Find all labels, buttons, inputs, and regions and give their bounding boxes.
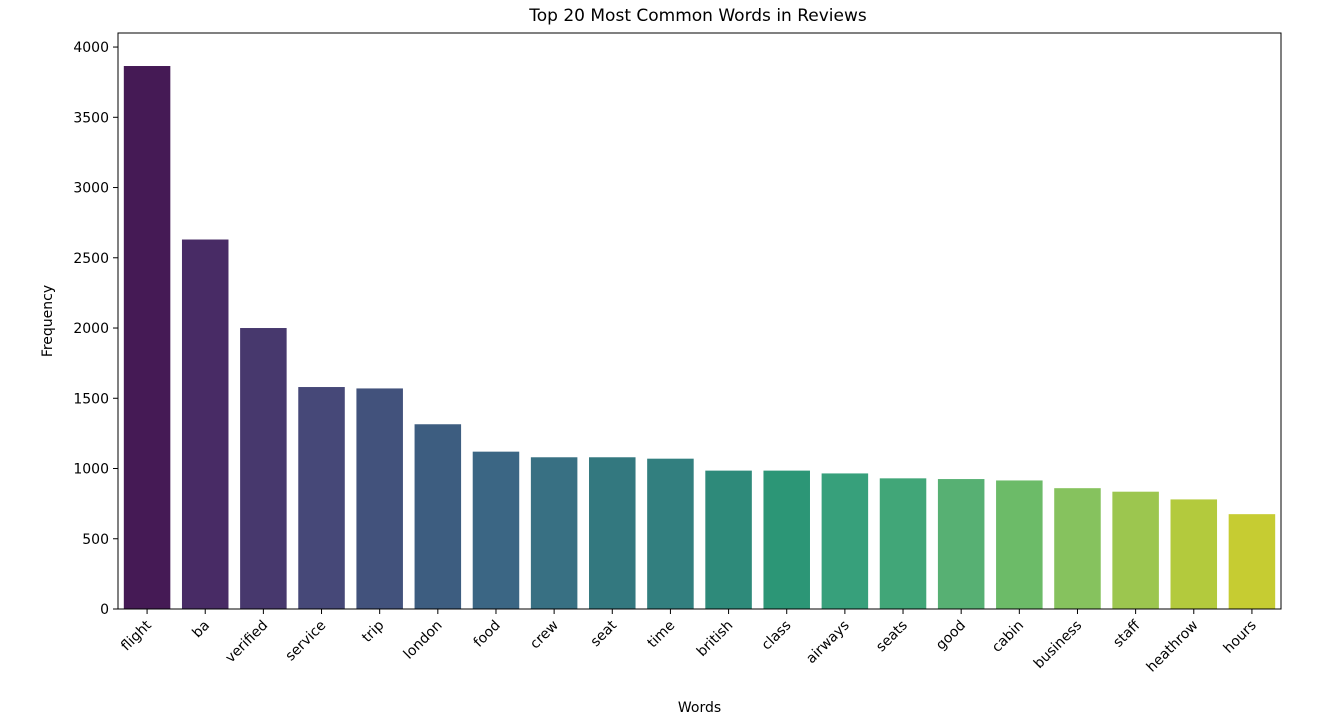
- bar-heathrow: [1170, 499, 1218, 609]
- y-axis: 0 500 1000 1500 2000 2500 3000 3500 4000: [73, 40, 118, 618]
- y-tick-label: 3500: [73, 110, 109, 126]
- x-tick-label-food: food: [471, 618, 504, 651]
- bar-staff: [1112, 491, 1159, 609]
- x-tick-label-verified: verified: [223, 618, 272, 667]
- x-tick-label-business: business: [1031, 618, 1085, 672]
- y-tick-label: 4000: [73, 40, 109, 56]
- x-tick-label-flight: flight: [118, 617, 155, 654]
- bar-cabin: [996, 480, 1043, 609]
- bar-seats: [879, 478, 927, 609]
- chart-title: Top 20 Most Common Words in Reviews: [528, 6, 867, 26]
- x-axis-label: Words: [678, 700, 721, 716]
- x-tick-label-time: time: [645, 618, 679, 652]
- x-tick-label-airways: airways: [803, 618, 852, 667]
- bar-time: [647, 458, 694, 609]
- bar-trip: [356, 388, 403, 609]
- bar-airways: [821, 473, 869, 609]
- x-tick-label-good: good: [933, 618, 969, 654]
- y-tick-label: 2000: [73, 321, 109, 337]
- bar-flight: [123, 66, 171, 609]
- bar-good: [937, 479, 985, 609]
- bar-class: [763, 470, 810, 609]
- bar-hours: [1228, 514, 1276, 609]
- x-tick-label-trip: trip: [359, 617, 387, 645]
- bar-british: [705, 470, 752, 609]
- bar-business: [1054, 488, 1101, 609]
- bars-group: [123, 66, 1276, 609]
- x-tick-label-crew: crew: [527, 618, 562, 653]
- x-tick-label-cabin: cabin: [989, 618, 1027, 656]
- x-tick-label-class: class: [759, 618, 795, 654]
- y-axis-label: Frequency: [40, 285, 56, 357]
- x-tick-label-staff: staff: [1110, 617, 1143, 650]
- y-tick-label: 3000: [73, 181, 109, 197]
- y-tick-label: 0: [100, 602, 109, 618]
- x-tick-label-heathrow: heathrow: [1144, 618, 1202, 676]
- bar-ba: [181, 239, 229, 609]
- y-tick-label: 500: [82, 532, 109, 548]
- x-tick-label-hours: hours: [1221, 618, 1260, 657]
- x-tick-label-seats: seats: [873, 618, 911, 656]
- x-tick-label-british: british: [694, 618, 736, 660]
- y-tick-label: 1500: [73, 391, 109, 407]
- plot-frame: [117, 32, 1282, 610]
- x-tick-label-london: london: [401, 618, 446, 663]
- bar-service: [298, 387, 345, 609]
- x-tick-label-service: service: [283, 618, 330, 665]
- bar-crew: [530, 457, 578, 609]
- y-tick-label: 1000: [73, 462, 109, 478]
- bar-verified: [240, 328, 287, 609]
- bar-food: [472, 451, 520, 609]
- x-tick-label-ba: ba: [189, 618, 213, 642]
- bar-seat: [589, 457, 636, 609]
- bar-london: [414, 424, 462, 609]
- x-axis: flight ba verified service trip london food cre…: [118, 609, 1260, 675]
- x-tick-label-seat: seat: [588, 617, 621, 650]
- y-tick-label: 2500: [73, 251, 109, 267]
